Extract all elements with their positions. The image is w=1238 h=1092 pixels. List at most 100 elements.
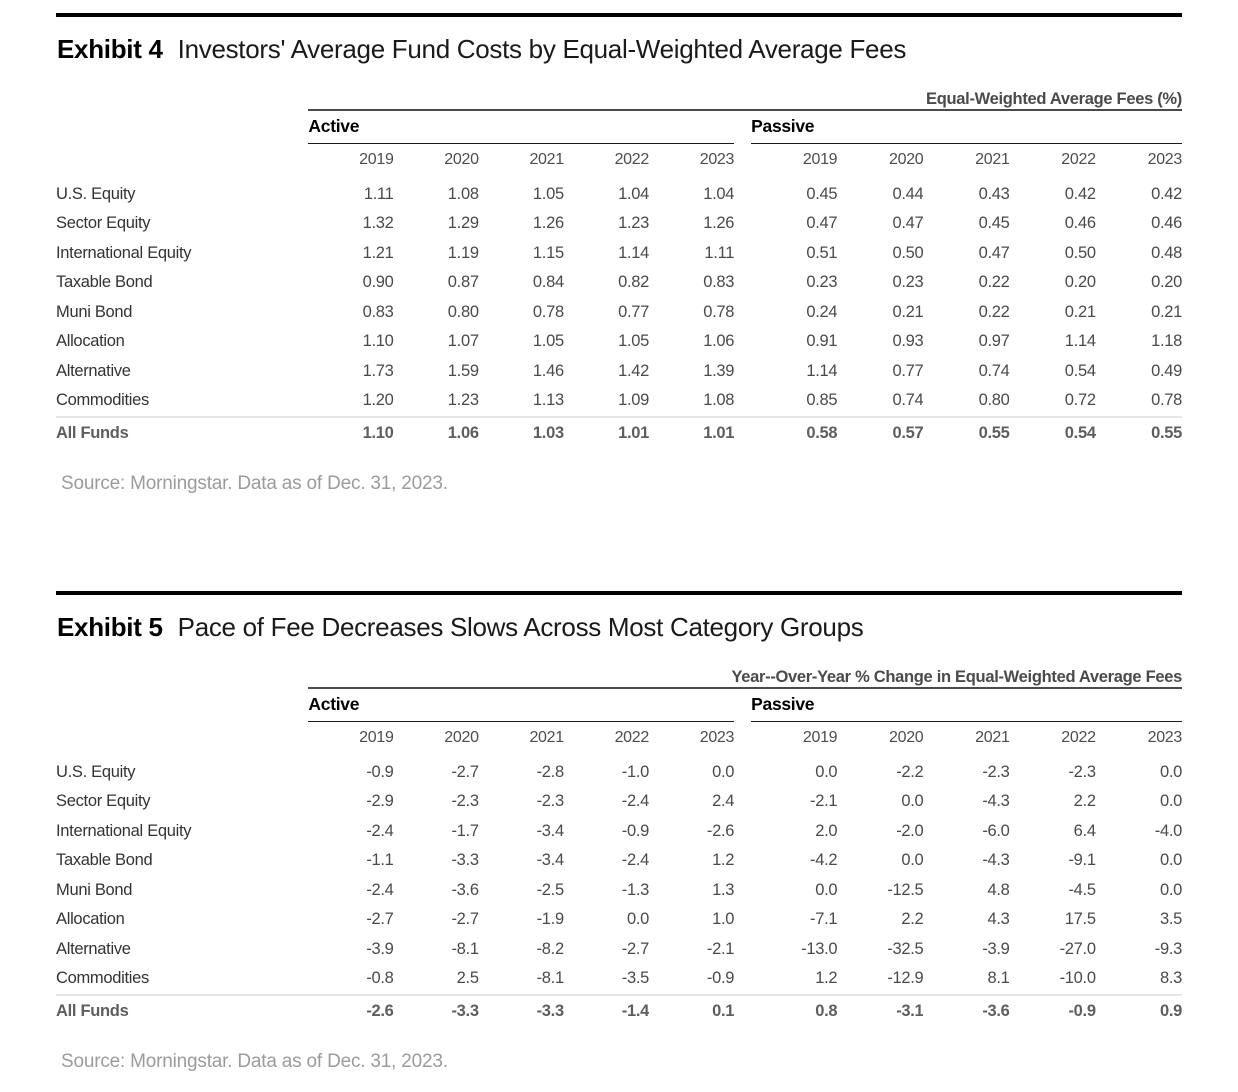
- cell-value-active: 0.0: [626, 910, 649, 929]
- exhibit-4-section: Exhibit 4 Investors' Average Fund Costs b…: [56, 13, 1182, 495]
- row-label: Commodities: [56, 391, 149, 410]
- cell-value-active: 1.04: [703, 184, 735, 203]
- exhibit-heading: Exhibit 5 Pace of Fee Decreases Slows Acr…: [57, 612, 1180, 643]
- cell-value-passive: 0.9: [1095, 993, 1182, 1027]
- spacer-cell: [734, 180, 751, 210]
- cell-value-active: -3.5: [621, 969, 649, 988]
- cell-value-passive: 8.1: [987, 969, 1010, 988]
- cell-value-passive: 0.78: [1151, 391, 1182, 410]
- exhibit-title: Investors' Average Fund Costs by Equal-W…: [177, 34, 907, 64]
- spacer-cell: [734, 298, 751, 328]
- cell-value-active: 1.59: [447, 361, 479, 380]
- cell-value-active: 0.78: [532, 302, 564, 321]
- cell-value-active: 0.77: [618, 302, 649, 321]
- exhibit-number: Exhibit 4: [57, 34, 163, 64]
- table-title: Year--Over-Year % Change in Equal-Weight…: [308, 667, 1182, 689]
- cell-value-active: 1.0: [712, 910, 735, 929]
- cell-value-active: -1.9: [536, 910, 564, 929]
- total-row: All Funds 1.10 1.06 1.03 1.01 1.01 0.58 0.57 0.5…: [56, 415, 1182, 449]
- year-header: 2022: [614, 150, 649, 168]
- year-header: 2020: [444, 728, 479, 746]
- spacer-cell: [734, 688, 751, 722]
- spacer-cell: [734, 415, 752, 449]
- cell-value-passive: 0.47: [978, 243, 1010, 262]
- cell-value-active: -2.7: [621, 939, 649, 958]
- cell-value-passive: -2.3: [982, 762, 1010, 781]
- row-label: Commodities: [56, 969, 149, 988]
- cell-value-passive: 3.5: [1159, 910, 1182, 929]
- table-row: Sector Equity 1.32 1.29 1.26 1.23 1.26 0.47 0.4…: [56, 209, 1182, 239]
- cell-value-active: 1.11: [363, 184, 394, 203]
- cell-value-passive: -3.9: [982, 939, 1010, 958]
- row-label: Sector Equity: [56, 214, 151, 233]
- cell-value-passive: 0.93: [892, 332, 924, 351]
- cell-value-passive: 0.0: [901, 851, 924, 870]
- table-row: Sector Equity -2.9 -2.3 -2.3 -2.4 2.4 -2.1 0.0 -…: [56, 787, 1182, 817]
- cell-value-passive: 0.0: [1159, 792, 1182, 811]
- cell-value-active: 1.07: [447, 332, 479, 351]
- spacer-cell: [734, 386, 751, 417]
- cell-value-passive: -2.1: [810, 792, 838, 811]
- cell-value-passive: 0.48: [1151, 243, 1182, 262]
- cell-value-passive: 0.58: [751, 415, 838, 449]
- cell-value-passive: 8.3: [1159, 969, 1182, 988]
- cell-value-passive: 17.5: [1064, 910, 1096, 929]
- cell-value-passive: -13.0: [801, 939, 838, 958]
- cell-value-active: 1.26: [703, 214, 735, 233]
- cell-value-passive: 1.14: [1064, 332, 1096, 351]
- group-header-active: Active: [308, 687, 735, 722]
- year-header: 2023: [1147, 728, 1182, 746]
- cell-value-passive: 0.49: [1151, 361, 1182, 380]
- cell-value-active: 1.01: [563, 415, 649, 449]
- year-header: 2021: [975, 728, 1010, 746]
- cell-value-passive: 6.4: [1073, 821, 1096, 840]
- spacer-cell: [734, 239, 751, 269]
- cell-value-active: 0.82: [618, 273, 649, 292]
- cell-value-passive: 0.55: [923, 415, 1010, 449]
- cell-value-active: 0.0: [712, 762, 735, 781]
- spacer-cell: [734, 327, 751, 357]
- cell-value-passive: 0.22: [978, 302, 1010, 321]
- cell-value-passive: -4.3: [982, 851, 1010, 870]
- cell-value-passive: -2.2: [896, 762, 924, 781]
- cell-value-passive: -3.1: [837, 993, 924, 1027]
- cell-value-active: 1.29: [447, 214, 479, 233]
- cell-value-active: -1.0: [621, 762, 649, 781]
- year-header: 2020: [889, 150, 924, 168]
- spacer-cell: [56, 668, 308, 688]
- spacer-cell: [734, 905, 751, 935]
- spacer-cell: [734, 268, 751, 298]
- cell-value-passive: -9.3: [1154, 939, 1182, 958]
- row-label: U.S. Equity: [56, 762, 136, 781]
- spacer-cell: [734, 876, 751, 906]
- cell-value-active: -1.4: [563, 993, 649, 1027]
- cell-value-passive: 0.0: [815, 880, 838, 899]
- spacer-cell: [734, 935, 751, 965]
- cell-value-active: 1.42: [618, 361, 649, 380]
- exhibit-heading: Exhibit 4 Investors' Average Fund Costs b…: [57, 34, 1180, 65]
- year-header: 2021: [975, 150, 1010, 168]
- cell-value-passive: -27.0: [1059, 939, 1096, 958]
- cell-value-passive: 0.91: [806, 332, 838, 351]
- cell-value-active: 1.10: [308, 415, 394, 449]
- year-header: 2023: [699, 150, 735, 168]
- cell-value-active: 1.04: [618, 184, 649, 203]
- cell-value-active: 1.08: [447, 184, 479, 203]
- cell-value-active: -1.1: [366, 851, 394, 870]
- cell-value-active: 1.11: [704, 243, 735, 262]
- year-header: 2021: [529, 728, 564, 746]
- cell-value-active: -2.6: [706, 821, 735, 840]
- cell-value-passive: 0.42: [1151, 184, 1182, 203]
- cell-value-active: 1.26: [532, 214, 564, 233]
- cell-value-active: 0.84: [532, 273, 564, 292]
- exhibit-5-section: Exhibit 5 Pace of Fee Decreases Slows Acr…: [56, 590, 1182, 1073]
- cell-value-passive: 1.18: [1151, 332, 1182, 351]
- year-header: 2020: [889, 728, 924, 746]
- cell-value-passive: -10.0: [1059, 969, 1096, 988]
- cell-value-active: 1.03: [478, 415, 564, 449]
- cell-value-active: -8.2: [536, 939, 564, 958]
- cell-value-passive: 0.57: [837, 415, 924, 449]
- cell-value-active: 1.05: [532, 184, 564, 203]
- table-row: Commodities 1.20 1.23 1.13 1.09 1.08 0.85 0.74 0…: [56, 386, 1182, 417]
